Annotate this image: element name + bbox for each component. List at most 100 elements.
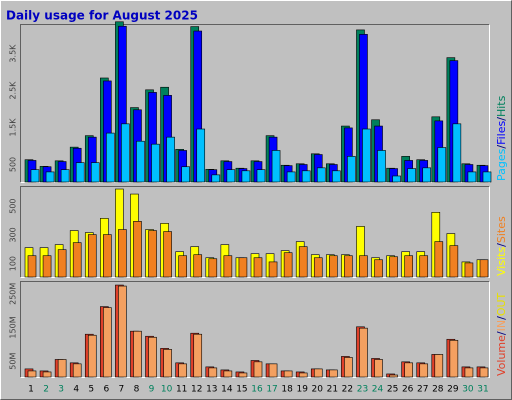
bar (226, 169, 236, 183)
panel-shadow (20, 186, 490, 278)
bar (178, 255, 187, 278)
bar (344, 255, 353, 278)
legend: Visits/Sites (495, 216, 508, 276)
bar (118, 229, 127, 278)
bar (316, 167, 326, 183)
legend-separator: / (495, 316, 508, 320)
bar (347, 156, 356, 183)
bar (60, 169, 70, 183)
panel-highlight (20, 281, 490, 378)
bar (449, 339, 459, 378)
x-tick-label: 18 (281, 385, 293, 395)
bar (392, 175, 401, 183)
bar (479, 259, 489, 278)
bar (27, 370, 37, 378)
bar (359, 327, 368, 378)
bar (87, 334, 97, 378)
bar (301, 170, 311, 183)
bar (256, 169, 266, 183)
x-tick-label: 16 (251, 385, 263, 395)
bar (329, 369, 338, 378)
bar (87, 234, 97, 278)
bar (75, 162, 85, 183)
bar (329, 255, 338, 278)
bar (422, 167, 432, 183)
y-tick-label: 300 (9, 227, 18, 242)
bar (121, 123, 130, 183)
x-tick-label: 14 (221, 385, 233, 395)
bar (271, 150, 281, 183)
legend-separator: / (495, 117, 508, 121)
bar (72, 242, 82, 278)
bar (208, 258, 218, 278)
bar (208, 367, 218, 378)
x-tick-label: 12 (191, 385, 202, 395)
x-tick-label: 15 (236, 385, 247, 395)
bar (419, 363, 429, 378)
bar (241, 170, 251, 183)
bar (482, 171, 492, 183)
x-tick-label: 8 (134, 385, 140, 395)
bar (238, 257, 248, 278)
bar (163, 349, 172, 378)
bar (298, 372, 308, 378)
x-tick-label: 25 (387, 385, 398, 395)
x-tick-label: 2 (43, 385, 49, 395)
legend: Volume/IN/OUT (495, 292, 508, 376)
bar (464, 262, 474, 278)
x-tick-label: 11 (176, 385, 187, 395)
bar (163, 231, 172, 278)
y-tick-label: 2.5K (9, 81, 18, 100)
bar (106, 132, 115, 183)
bar (72, 363, 82, 378)
y-tick-label: 250M (9, 283, 18, 305)
bar (193, 254, 203, 278)
bar (148, 230, 157, 278)
panel-shadow (20, 281, 490, 378)
bar (389, 256, 398, 278)
legend-separator: / (495, 331, 508, 335)
bar (434, 241, 444, 278)
x-tick-label: 9 (149, 385, 155, 395)
bar (362, 128, 371, 183)
x-tick-label: 31 (477, 385, 488, 395)
legend-entry: OUT (495, 292, 508, 316)
panel-shadow (20, 24, 490, 183)
bar (434, 354, 444, 378)
bar (253, 361, 263, 378)
x-tick-label: 7 (119, 385, 125, 395)
x-tick-label: 3 (58, 385, 64, 395)
bar (103, 234, 112, 278)
bar (178, 363, 187, 378)
bar (464, 367, 474, 378)
bar (268, 261, 278, 278)
y-tick-label: 1.5K (9, 118, 18, 137)
bar (344, 357, 353, 378)
legend-separator: / (495, 145, 508, 149)
legend-entry: Hits (495, 95, 508, 117)
chart-title: Daily usage for August 2025 (6, 9, 198, 23)
bar (449, 245, 459, 278)
bar (467, 171, 477, 183)
bar (419, 255, 429, 278)
bar (452, 123, 462, 183)
bar (166, 136, 175, 183)
bar (377, 150, 386, 183)
x-tick-label: 21 (327, 385, 338, 395)
bar (374, 259, 383, 278)
bar (118, 285, 127, 378)
x-tick-label: 27 (417, 385, 428, 395)
x-tick-label: 24 (372, 385, 384, 395)
bar (57, 359, 67, 378)
x-tick-label: 10 (161, 385, 173, 395)
bar (389, 374, 398, 378)
bar (45, 171, 55, 183)
bar (283, 370, 293, 378)
x-tick-label: 17 (266, 385, 277, 395)
bar (223, 255, 233, 278)
y-tick-label: 500 (9, 157, 18, 172)
bar (223, 370, 233, 378)
x-tick-label: 23 (357, 385, 368, 395)
bar (437, 147, 447, 183)
